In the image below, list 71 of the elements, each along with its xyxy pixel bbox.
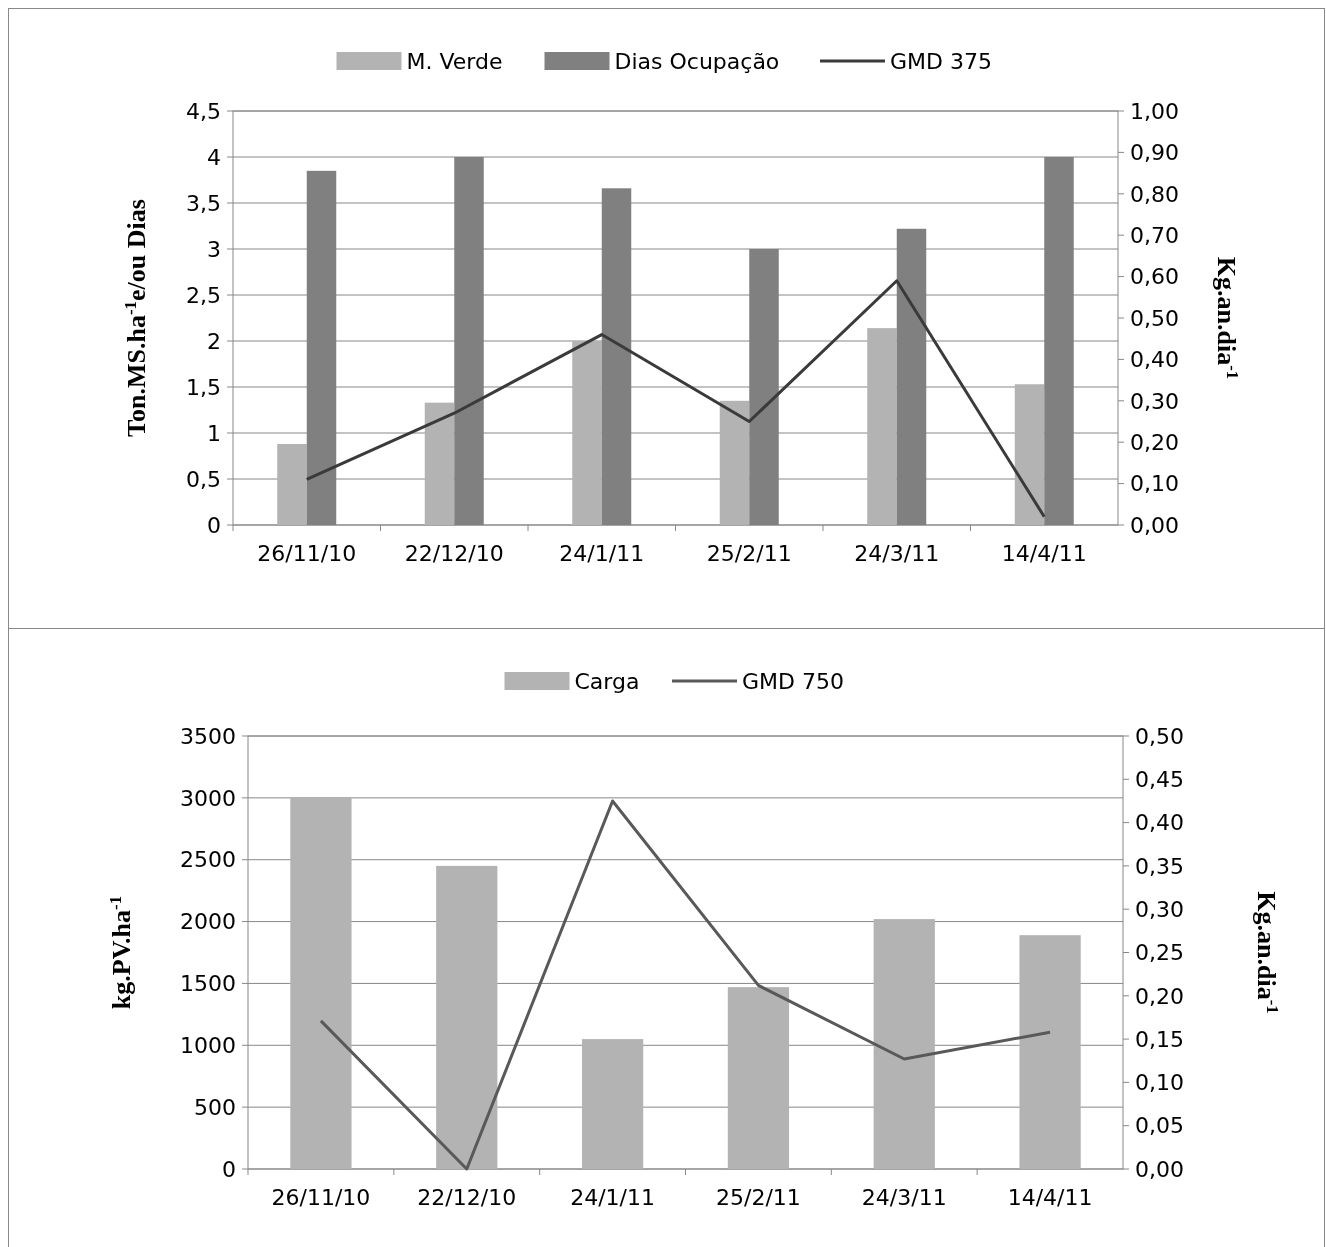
y2-tick-label: 1,00 bbox=[1130, 98, 1179, 124]
y-tick-label: 3000 bbox=[180, 785, 236, 811]
y2-tick-label: 0,70 bbox=[1130, 222, 1179, 248]
y-tick-label: 2500 bbox=[180, 847, 236, 873]
x-tick-label: 24/3/11 bbox=[861, 1185, 947, 1210]
y2-tick-label: 0,40 bbox=[1135, 810, 1184, 836]
bar bbox=[727, 987, 790, 1169]
legend-label: GMD 375 bbox=[890, 48, 992, 74]
x-tick-label: 14/4/11 bbox=[1007, 1185, 1093, 1210]
y-tick-label: 4,5 bbox=[186, 98, 221, 124]
line-series bbox=[319, 799, 1052, 1171]
y-tick-label: 1,5 bbox=[186, 374, 221, 400]
bar bbox=[572, 341, 602, 525]
y-tick-label: 2,5 bbox=[186, 282, 221, 308]
x-tick-label: 26/11/10 bbox=[257, 541, 357, 566]
y2-tick-label: 0,60 bbox=[1130, 264, 1179, 290]
bar bbox=[277, 444, 307, 525]
bar bbox=[290, 797, 352, 1169]
y2-tick-label: 0,90 bbox=[1130, 140, 1179, 166]
y2-tick-label: 0,80 bbox=[1130, 181, 1179, 207]
x-tick-label: 24/3/11 bbox=[854, 541, 940, 566]
line-series bbox=[305, 279, 1046, 519]
y2-tick-label: 0,20 bbox=[1135, 983, 1184, 1009]
y-tick-label: 3,5 bbox=[186, 190, 221, 216]
legend-label: M. Verde bbox=[406, 48, 503, 74]
y-tick-label: 0 bbox=[222, 1156, 236, 1182]
x-tick-label: 25/2/11 bbox=[706, 541, 792, 566]
y-tick-label: 2 bbox=[207, 328, 221, 354]
bar bbox=[867, 328, 897, 525]
y2-tick-label: 0,05 bbox=[1135, 1113, 1184, 1139]
y2-tick-label: 0,50 bbox=[1130, 305, 1179, 331]
bar bbox=[1014, 384, 1045, 525]
x-tick-label: 25/2/11 bbox=[716, 1185, 801, 1210]
legend-label: Dias Ocupação bbox=[614, 48, 780, 74]
y2-tick-label: 0,40 bbox=[1130, 347, 1179, 373]
y2-tick-label: 0,50 bbox=[1135, 723, 1184, 749]
y-tick-label: 2000 bbox=[180, 909, 236, 935]
y2-tick-label: 0,45 bbox=[1135, 767, 1184, 792]
bar bbox=[719, 400, 750, 525]
y2-tick-label: 0,20 bbox=[1130, 429, 1179, 455]
y-tick-label: 1 bbox=[207, 420, 221, 446]
y2-tick-label: 0,30 bbox=[1130, 388, 1179, 414]
x-tick-label: 22/12/10 bbox=[404, 541, 504, 566]
y-tick-label: 1500 bbox=[180, 971, 236, 997]
y-tick-label: 3 bbox=[207, 236, 221, 262]
y-tick-label: 4 bbox=[207, 144, 221, 170]
x-tick-label: 24/1/11 bbox=[570, 1185, 655, 1210]
y2-tick-label: 0,30 bbox=[1135, 896, 1184, 922]
y2-tick-label: 0,00 bbox=[1130, 512, 1179, 538]
legend-label: GMD 750 bbox=[742, 668, 844, 694]
y2-tick-label: 0,35 bbox=[1135, 853, 1184, 879]
y-tick-label: 3500 bbox=[180, 723, 236, 749]
y2-tick-label: 0,15 bbox=[1135, 1026, 1184, 1052]
bar bbox=[581, 1039, 644, 1169]
x-tick-label: 22/12/10 bbox=[417, 1185, 517, 1210]
bar bbox=[424, 402, 455, 525]
y-tick-label: 500 bbox=[194, 1094, 236, 1120]
y-tick-label: 0 bbox=[207, 512, 221, 538]
x-tick-label: 26/11/10 bbox=[271, 1185, 371, 1210]
y2-tick-label: 0,10 bbox=[1130, 471, 1179, 497]
x-tick-label: 14/4/11 bbox=[1001, 541, 1087, 566]
bar bbox=[436, 865, 498, 1169]
bar bbox=[1019, 935, 1081, 1169]
y-tick-label: 0,5 bbox=[186, 466, 221, 492]
y2-tick-label: 0,10 bbox=[1135, 1070, 1184, 1096]
legend-label: Carga bbox=[574, 668, 640, 694]
y-tick-label: 1000 bbox=[180, 1032, 236, 1058]
y2-tick-label: 0,25 bbox=[1135, 940, 1184, 966]
x-tick-label: 24/1/11 bbox=[559, 541, 645, 566]
bar bbox=[873, 919, 935, 1169]
y2-tick-label: 0,00 bbox=[1135, 1156, 1184, 1182]
